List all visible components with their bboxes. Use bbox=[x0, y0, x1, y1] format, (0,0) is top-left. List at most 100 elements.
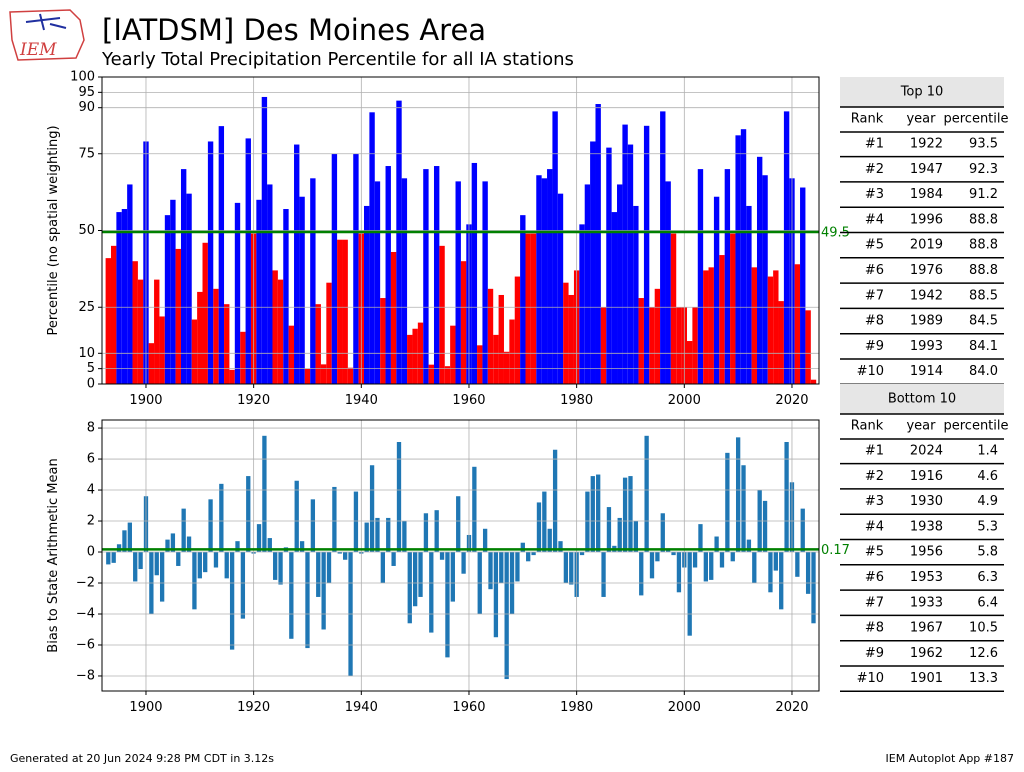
x-tick-label: 2020 bbox=[775, 700, 808, 715]
bar bbox=[805, 310, 811, 384]
bar bbox=[800, 187, 806, 384]
y-tick-label: −8 bbox=[76, 668, 95, 683]
bar bbox=[633, 205, 639, 384]
bar bbox=[277, 279, 284, 384]
bar bbox=[364, 205, 370, 384]
column-header: year bbox=[906, 419, 936, 434]
bar bbox=[709, 552, 714, 580]
bar bbox=[369, 112, 375, 385]
table-cell: #8 bbox=[865, 314, 884, 329]
bar bbox=[186, 193, 192, 384]
bar bbox=[622, 124, 628, 385]
table-cell: 2019 bbox=[910, 238, 943, 253]
bar bbox=[176, 552, 181, 566]
table-cell: #10 bbox=[857, 671, 884, 686]
table-cell: 1962 bbox=[910, 646, 943, 661]
bar bbox=[471, 162, 478, 384]
bar bbox=[320, 364, 327, 384]
table-cell: 6.4 bbox=[977, 595, 998, 610]
bar bbox=[504, 552, 509, 680]
bar bbox=[746, 205, 752, 384]
bar bbox=[530, 233, 537, 384]
table-cell: #2 bbox=[865, 469, 884, 484]
table-cell: 2024 bbox=[910, 444, 943, 459]
bar bbox=[401, 178, 408, 384]
bar bbox=[343, 552, 348, 560]
table-cell: 84.5 bbox=[969, 314, 998, 329]
bar bbox=[289, 552, 294, 639]
bar bbox=[628, 476, 633, 553]
bar bbox=[596, 474, 601, 553]
bar bbox=[627, 144, 634, 384]
bar bbox=[751, 267, 757, 384]
bar bbox=[294, 144, 300, 384]
logo-text: IEM bbox=[19, 40, 57, 60]
bar bbox=[482, 181, 488, 384]
table-cell: #9 bbox=[865, 646, 884, 661]
bar bbox=[256, 524, 262, 553]
table-cell: 1901 bbox=[910, 671, 943, 686]
bar bbox=[127, 184, 133, 384]
bar bbox=[133, 552, 138, 582]
table-cell: 5.8 bbox=[977, 545, 998, 560]
logo: IEM bbox=[9, 9, 85, 61]
bar bbox=[687, 341, 693, 384]
bar bbox=[773, 270, 779, 384]
bar bbox=[273, 552, 278, 580]
bar bbox=[606, 507, 612, 553]
x-tick-label: 2000 bbox=[668, 700, 701, 715]
y-axis-label: Percentile (no spatial weighting) bbox=[46, 125, 61, 335]
bar bbox=[428, 364, 434, 384]
bar bbox=[170, 199, 176, 384]
bar bbox=[353, 153, 359, 384]
bar bbox=[272, 270, 278, 384]
bar bbox=[708, 267, 714, 384]
footer-right: IEM Autoplot App #187 bbox=[886, 752, 1015, 765]
bar bbox=[132, 261, 138, 384]
bar bbox=[235, 541, 240, 553]
bar bbox=[246, 476, 251, 553]
bar bbox=[229, 552, 235, 650]
column-header: percentile bbox=[943, 112, 1008, 127]
bar bbox=[304, 368, 311, 384]
bar bbox=[595, 104, 601, 385]
bar bbox=[310, 178, 316, 384]
bar bbox=[697, 169, 704, 384]
bar bbox=[665, 181, 671, 384]
y-tick-label: −4 bbox=[76, 606, 95, 621]
bar bbox=[310, 499, 316, 553]
bar bbox=[207, 141, 214, 384]
bar bbox=[380, 298, 386, 384]
bar bbox=[229, 369, 235, 384]
bar bbox=[671, 552, 676, 556]
bar bbox=[547, 169, 553, 384]
bar bbox=[541, 178, 548, 384]
table-cell: #6 bbox=[865, 263, 884, 278]
table-cell: 1933 bbox=[910, 595, 943, 610]
table-cell: 91.2 bbox=[969, 187, 998, 202]
table-cell: 1922 bbox=[910, 137, 943, 152]
table-cell: 1967 bbox=[910, 621, 943, 636]
column-header: Rank bbox=[851, 419, 884, 434]
x-tick-label: 1960 bbox=[452, 700, 485, 715]
y-tick-label: 0 bbox=[87, 377, 95, 392]
bar bbox=[429, 552, 434, 633]
bar bbox=[219, 483, 224, 553]
table-cell: 1956 bbox=[910, 545, 943, 560]
bar bbox=[795, 552, 800, 577]
bar bbox=[347, 367, 354, 384]
bar bbox=[472, 466, 477, 553]
bar bbox=[234, 202, 241, 384]
bar bbox=[590, 141, 596, 384]
table-cell: #4 bbox=[865, 519, 884, 534]
bar bbox=[386, 517, 391, 553]
x-tick-label: 1920 bbox=[237, 700, 270, 715]
table-cell: 1993 bbox=[910, 339, 943, 354]
bar bbox=[526, 552, 531, 562]
bar bbox=[520, 542, 525, 553]
bar bbox=[746, 539, 752, 553]
y-tick-label: 2 bbox=[87, 514, 95, 529]
bar bbox=[692, 552, 698, 568]
bar bbox=[713, 196, 720, 384]
bar bbox=[767, 276, 774, 384]
